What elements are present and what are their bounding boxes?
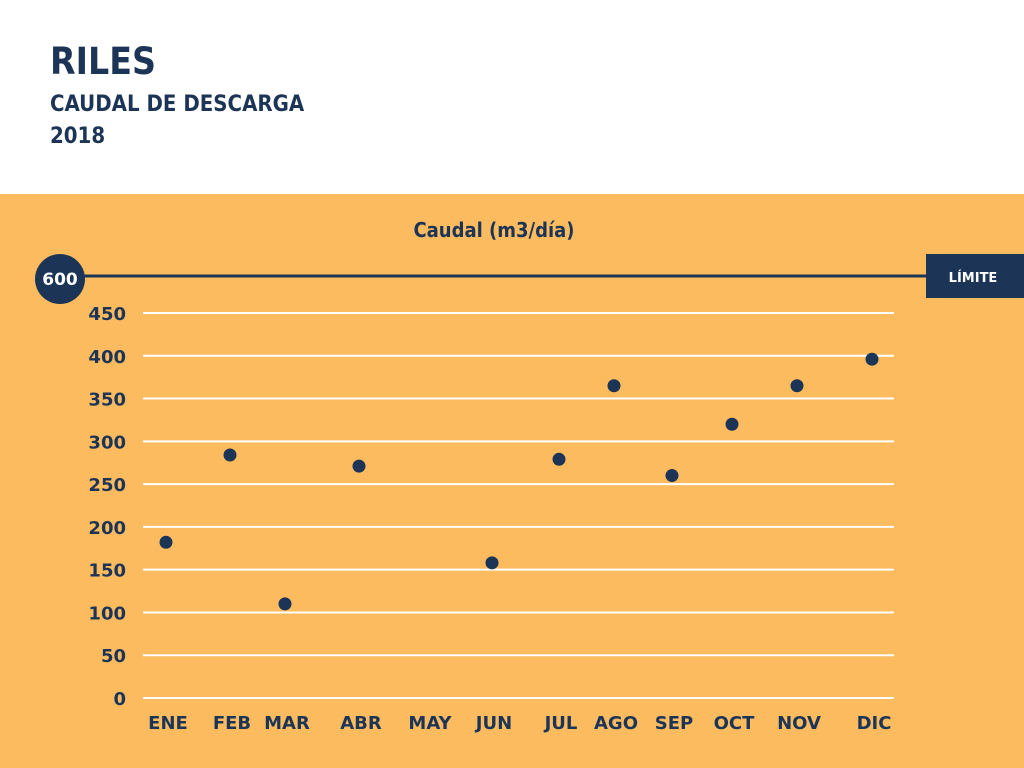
y-tick-label: 0 [113, 689, 126, 710]
data-point [725, 417, 739, 431]
y-tick-label: 300 [88, 432, 126, 453]
limit-label-box [926, 254, 1024, 298]
y-axis-ticks: 0 50 100 150 200 250 300 350 400 450 [88, 304, 126, 710]
x-tick-label: MAY [408, 713, 452, 734]
x-tick-label: FEB [213, 713, 251, 734]
grid-layer [143, 312, 894, 699]
y-tick-label: 450 [88, 304, 126, 325]
y-tick-label: 250 [88, 475, 126, 496]
data-point [485, 556, 499, 570]
x-tick-label: ENE [148, 713, 188, 734]
y-tick-label: 400 [88, 347, 126, 368]
data-point [607, 379, 621, 393]
x-tick-label: MAR [264, 713, 310, 734]
data-point [790, 379, 804, 393]
y-tick-label: 200 [88, 518, 126, 539]
limit-value-badge [35, 254, 85, 304]
page-title: RILES [50, 40, 156, 83]
x-axis-ticks: ENE FEB MAR ABR MAY JUN JUL AGO SEP OCT NOV DIC [148, 713, 891, 734]
chart-panel [0, 194, 1024, 768]
x-tick-label: ABR [340, 713, 382, 734]
page-year: 2018 [50, 124, 106, 149]
limit-label: LÍMITE [949, 270, 998, 286]
page-subtitle: CAUDAL DE DESCARGA [50, 92, 305, 117]
data-point [278, 597, 292, 611]
data-point [865, 352, 879, 366]
limit-layer: 600 LÍMITE [35, 254, 1024, 304]
y-tick-label: 350 [88, 390, 126, 411]
x-tick-label: AGO [594, 713, 638, 734]
x-tick-label: JUL [543, 713, 578, 734]
data-point [665, 469, 679, 483]
x-tick-label: NOV [777, 713, 821, 734]
data-points [159, 352, 879, 611]
limit-value-label: 600 [42, 270, 78, 290]
x-tick-label: OCT [714, 713, 756, 734]
data-point [159, 535, 173, 549]
y-tick-label: 100 [88, 603, 126, 624]
data-point [552, 452, 566, 466]
x-tick-label: DIC [857, 713, 892, 734]
chart-title: Caudal (m3/día) [413, 218, 574, 242]
y-tick-label: 50 [101, 646, 126, 667]
x-tick-label: SEP [655, 713, 693, 734]
data-point [223, 448, 237, 462]
x-tick-label: JUN [474, 713, 512, 734]
data-point [352, 459, 366, 473]
header: RILES CAUDAL DE DESCARGA 2018 [0, 0, 1024, 194]
y-tick-label: 150 [88, 561, 126, 582]
